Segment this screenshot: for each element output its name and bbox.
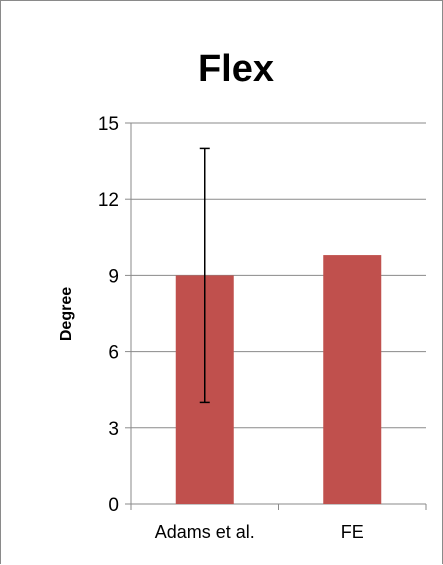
y-tick-label: 6	[108, 343, 119, 364]
bar	[323, 255, 382, 504]
y-axis-title: Degree	[58, 287, 75, 341]
y-tick-label: 12	[98, 190, 119, 211]
chart-title: Flex	[198, 48, 274, 90]
y-tick-label: 0	[108, 495, 119, 516]
y-tick-label: 3	[108, 419, 119, 440]
x-category-label: Adams et al.	[155, 522, 255, 542]
y-tick-label: 9	[108, 266, 119, 287]
x-category-label: FE	[341, 522, 364, 542]
y-tick-label: 15	[98, 114, 119, 135]
